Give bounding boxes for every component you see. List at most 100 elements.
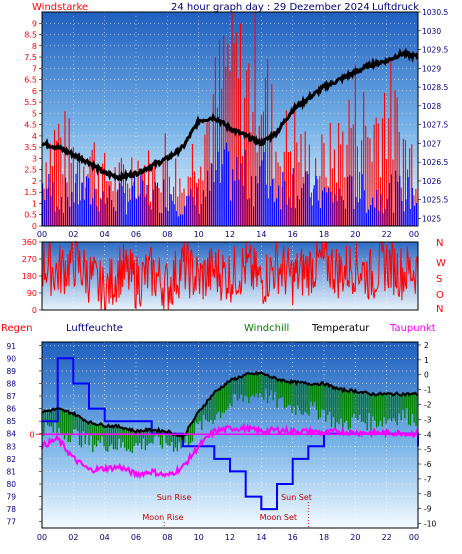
temperature-tick-label: -6 bbox=[424, 460, 432, 469]
temperature-tick-label: -10 bbox=[424, 520, 436, 529]
temperature-tick-label: -5 bbox=[424, 445, 432, 454]
direction-tick-label: 0 bbox=[32, 306, 37, 315]
pressure-tick-label: 1029.5 bbox=[422, 46, 448, 55]
pressure-tick-label: 1028 bbox=[422, 102, 441, 111]
pressure-tick-label: 1029 bbox=[422, 64, 441, 73]
wind-tick-label: 5 bbox=[32, 109, 37, 118]
rain-legend: Regen bbox=[1, 323, 33, 334]
humidity-tick-label: 77 bbox=[6, 518, 16, 527]
pressure-line bbox=[41, 47, 419, 183]
sun-rise-label: Sun Rise bbox=[157, 493, 192, 502]
wind-tick-label: 9 bbox=[32, 19, 37, 28]
time-tick-label: 14 bbox=[256, 230, 266, 239]
compass-label: O bbox=[436, 290, 444, 301]
wind-tick-label: 3.5 bbox=[24, 143, 37, 152]
pressure-tick-label: 1026.5 bbox=[422, 158, 448, 167]
compass-label: S bbox=[436, 274, 442, 285]
pressure-tick-label: 1025.5 bbox=[422, 196, 448, 205]
pressure-tick-label: 1025 bbox=[422, 214, 441, 223]
direction-tick-label: 90 bbox=[27, 289, 37, 298]
wind-x-axis-ticks: 00 02 04 06 08 10 12 14 16 18 20 22 00 bbox=[37, 230, 419, 239]
pressure-tick-label: 1027.5 bbox=[422, 121, 448, 130]
humidity-tick-label: 86 bbox=[6, 405, 16, 414]
humidity-tick-label: 84 bbox=[6, 430, 16, 439]
time-tick-label: 04 bbox=[100, 230, 110, 239]
temp-time-tick-label: 16 bbox=[288, 533, 298, 542]
humidity-tick-label: 82 bbox=[6, 455, 16, 464]
time-tick-label: 20 bbox=[350, 230, 360, 239]
pressure-axis-ticks: 1025 1025.5 1026 1026.5 1027 1027.5 1028 1028.5… bbox=[418, 8, 448, 223]
temperature-tick-label: -7 bbox=[424, 475, 432, 484]
wind-axis-title: Windstarke bbox=[32, 2, 88, 13]
temperature-humidity-frame bbox=[41, 341, 419, 529]
temperature-axis-ticks: 2 1 0 -1 -2 -3 -4 -5 -6 -7 -8 -9 -10 bbox=[418, 341, 436, 529]
wind-tick-label: 1 bbox=[32, 199, 37, 208]
humidity-tick-label: 90 bbox=[6, 354, 16, 363]
wind-tick-label: 8.5 bbox=[24, 31, 37, 40]
wind-pressure-panel: 0 0.5 1 1.5 2 2.5 3 3.5 4 4.5 5 5.5 6 6.5 7 7.5 8 8.5 9 10… bbox=[24, 8, 448, 239]
humidity-tick-label: 81 bbox=[6, 467, 16, 476]
temp-time-tick-label: 08 bbox=[162, 533, 172, 542]
temp-time-tick-label: 06 bbox=[131, 533, 141, 542]
wind-tick-label: 0 bbox=[32, 222, 37, 231]
time-tick-label: 06 bbox=[131, 230, 141, 239]
direction-tick-label: 360 bbox=[22, 238, 37, 247]
humidity-tick-label: 83 bbox=[6, 442, 16, 451]
wind-axis-ticks: 0 0.5 1 1.5 2 2.5 3 3.5 4 4.5 5 5.5 6 6.5 7 7.5 8 8.5 9 bbox=[24, 19, 42, 231]
compass-label: N bbox=[436, 304, 443, 315]
wind-tick-label: 8 bbox=[32, 42, 37, 51]
temp-time-tick-label: 18 bbox=[319, 533, 329, 542]
temp-time-tick-label: 02 bbox=[68, 533, 78, 542]
humidity-tick-label: 88 bbox=[6, 379, 16, 388]
temp-time-tick-label: 04 bbox=[100, 533, 110, 542]
dewpoint-legend: Taupunkt bbox=[389, 323, 436, 334]
temperature-tick-label: -2 bbox=[424, 400, 432, 409]
temperature-legend: Temperatur bbox=[311, 323, 370, 334]
humidity-tick-label: 91 bbox=[6, 342, 16, 351]
windchill-legend: Windchill bbox=[244, 323, 289, 334]
wind-tick-label: 5.5 bbox=[24, 98, 37, 107]
compass-label: N bbox=[436, 238, 443, 249]
time-tick-label: 00 bbox=[37, 230, 47, 239]
wind-tick-label: 2.5 bbox=[24, 166, 37, 175]
temp-time-tick-label: 00 bbox=[37, 533, 47, 542]
wind-tick-label: 6.5 bbox=[24, 76, 37, 85]
pressure-tick-label: 1030 bbox=[422, 27, 441, 36]
temp-time-tick-label: 14 bbox=[256, 533, 266, 542]
wind-tick-label: 1.5 bbox=[24, 188, 37, 197]
temperature-tick-label: -8 bbox=[424, 490, 432, 499]
temp-time-tick-label: 22 bbox=[382, 533, 392, 542]
humidity-tick-label: 87 bbox=[6, 392, 16, 401]
temperature-tick-label: -4 bbox=[424, 430, 432, 439]
pressure-tick-label: 1030.5 bbox=[422, 8, 448, 17]
humidity-tick-label: 80 bbox=[6, 480, 16, 489]
time-tick-label: 12 bbox=[225, 230, 235, 239]
temp-time-tick-label: 12 bbox=[225, 533, 235, 542]
wind-pressure-frame bbox=[41, 11, 419, 227]
sun-moon-events: Sun Rise Sun Set Moon Rise Moon Set bbox=[142, 493, 312, 528]
wind-tick-label: 4.5 bbox=[24, 121, 37, 130]
humidity-tick-label: 79 bbox=[6, 493, 16, 502]
wind-tick-label: 2 bbox=[32, 177, 37, 186]
compass-label: W bbox=[436, 258, 446, 269]
pressure-tick-label: 1028.5 bbox=[422, 83, 448, 92]
wind-tick-label: 0.5 bbox=[24, 211, 37, 220]
time-tick-label: 16 bbox=[288, 230, 298, 239]
temperature-tick-label: -3 bbox=[424, 415, 432, 424]
temp-time-tick-label: 00 bbox=[409, 533, 419, 542]
time-tick-label: 22 bbox=[382, 230, 392, 239]
graph-title: 24 hour graph day : 29 Dezember 2024 bbox=[171, 2, 370, 13]
time-tick-label: 10 bbox=[194, 230, 204, 239]
humidity-tick-label: 85 bbox=[6, 417, 16, 426]
moon-rise-label: Moon Rise bbox=[142, 513, 183, 522]
humidity-tick-label: 78 bbox=[6, 505, 16, 514]
humidity-tick-label: 89 bbox=[6, 367, 16, 376]
humidity-axis-ticks: 0 77 78 79 80 81 82 83 84 85 86 87 88 89 90 91 bbox=[6, 342, 42, 527]
temperature-line bbox=[41, 370, 419, 441]
time-tick-label: 08 bbox=[162, 230, 172, 239]
wind-tick-label: 3 bbox=[32, 154, 37, 163]
pressure-tick-label: 1026 bbox=[422, 177, 441, 186]
pressure-axis-title: Luftdruck bbox=[372, 2, 419, 13]
